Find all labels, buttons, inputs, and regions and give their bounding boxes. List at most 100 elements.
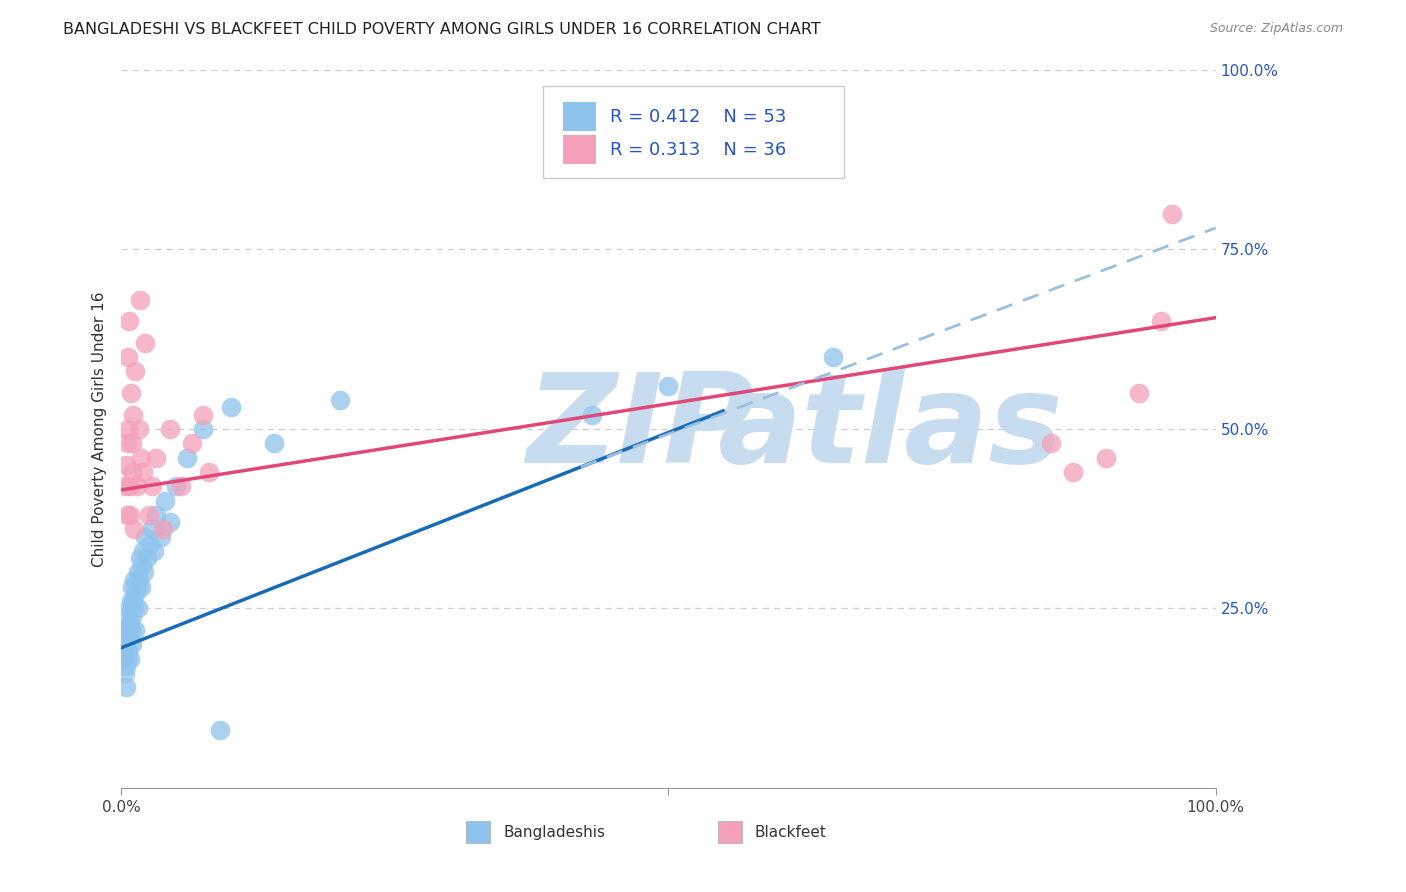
FancyBboxPatch shape <box>543 86 844 178</box>
Point <box>128 293 150 307</box>
Point <box>1160 206 1182 220</box>
Point <box>118 508 141 522</box>
Point <box>118 314 141 328</box>
Point <box>159 515 181 529</box>
Text: atlas: atlas <box>717 368 1063 490</box>
Point <box>125 479 148 493</box>
Point <box>124 587 146 601</box>
Point <box>138 537 160 551</box>
Point <box>121 436 143 450</box>
Point <box>118 479 141 493</box>
Point <box>120 386 142 401</box>
Point <box>115 637 138 651</box>
Point <box>118 601 141 615</box>
Point <box>193 422 215 436</box>
Point <box>114 479 136 493</box>
Point <box>138 508 160 522</box>
Point <box>170 479 193 493</box>
Point <box>115 651 138 665</box>
Point <box>1095 450 1118 465</box>
Point <box>112 651 135 665</box>
Point <box>128 422 150 436</box>
Point <box>118 615 141 630</box>
Point <box>132 544 155 558</box>
Point <box>145 508 167 522</box>
Point <box>149 530 172 544</box>
Point <box>159 422 181 436</box>
Point <box>129 580 152 594</box>
Point <box>124 364 146 378</box>
Bar <box>717 822 742 843</box>
Point <box>114 623 136 637</box>
Point <box>121 608 143 623</box>
Point <box>125 580 148 594</box>
Text: Blackfeet: Blackfeet <box>755 825 827 839</box>
Point <box>153 493 176 508</box>
Point <box>197 465 219 479</box>
Point <box>120 623 142 637</box>
Point <box>115 508 138 522</box>
Point <box>181 436 204 450</box>
Point <box>114 680 136 694</box>
Point <box>122 408 145 422</box>
Point <box>134 335 156 350</box>
Point <box>329 393 352 408</box>
Point <box>121 580 143 594</box>
Point <box>145 450 167 465</box>
Point <box>131 558 153 573</box>
Point <box>136 551 159 566</box>
Y-axis label: Child Poverty Among Girls Under 16: Child Poverty Among Girls Under 16 <box>93 291 107 566</box>
Point <box>1150 314 1173 328</box>
Point <box>152 522 174 536</box>
Point <box>129 450 152 465</box>
Point <box>124 601 146 615</box>
Point <box>117 422 139 436</box>
Point <box>134 566 156 580</box>
Point <box>114 458 136 472</box>
Point <box>219 401 242 415</box>
Point <box>115 608 138 623</box>
Point <box>122 594 145 608</box>
Point <box>143 544 166 558</box>
Text: BANGLADESHI VS BLACKFEET CHILD POVERTY AMONG GIRLS UNDER 16 CORRELATION CHART: BANGLADESHI VS BLACKFEET CHILD POVERTY A… <box>63 22 821 37</box>
Point <box>118 651 141 665</box>
Point <box>193 408 215 422</box>
Point <box>128 573 150 587</box>
Point <box>118 630 141 644</box>
Point <box>208 723 231 738</box>
Point <box>124 623 146 637</box>
Point <box>114 658 136 673</box>
Point <box>117 623 139 637</box>
Text: Source: ZipAtlas.com: Source: ZipAtlas.com <box>1209 22 1343 36</box>
Point <box>134 530 156 544</box>
Point <box>1040 436 1063 450</box>
Point <box>115 436 138 450</box>
Point <box>176 450 198 465</box>
Point <box>1128 386 1150 401</box>
Point <box>128 551 150 566</box>
Point <box>141 522 163 536</box>
Bar <box>465 822 491 843</box>
Point <box>263 436 285 450</box>
Point <box>120 594 142 608</box>
Point <box>114 637 136 651</box>
Text: ZIP: ZIP <box>526 368 755 490</box>
Point <box>141 479 163 493</box>
Point <box>127 601 149 615</box>
Point <box>117 350 139 364</box>
Point <box>165 479 187 493</box>
Point <box>821 350 844 364</box>
Text: Bangladeshis: Bangladeshis <box>503 825 605 839</box>
Point <box>127 566 149 580</box>
Point <box>132 465 155 479</box>
Point <box>124 522 146 536</box>
Text: R = 0.313    N = 36: R = 0.313 N = 36 <box>610 141 787 159</box>
Point <box>581 408 603 422</box>
Point <box>121 637 143 651</box>
Point <box>1062 465 1084 479</box>
Point <box>114 665 136 680</box>
Bar <box>564 103 596 131</box>
Point <box>124 573 146 587</box>
Text: R = 0.412    N = 53: R = 0.412 N = 53 <box>610 108 787 126</box>
Point <box>121 465 143 479</box>
